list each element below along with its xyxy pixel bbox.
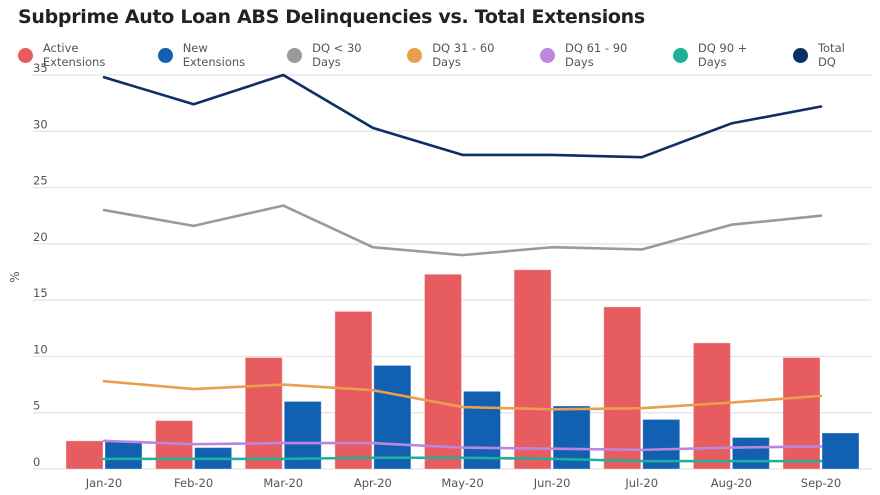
line-dq-61-90-days[interactable]: [102, 439, 823, 452]
y-tick-label: 5: [33, 399, 40, 413]
y-axis-ticks: 0 5 10 15 20 25 30 35: [33, 61, 48, 469]
y-tick-label: 25: [33, 174, 48, 188]
x-axis-ticks: Jan-20 Feb-20 Mar-20 Apr-20 May-20 Jun-20 Jul-…: [85, 476, 841, 490]
x-tick-label: Feb-20: [174, 476, 213, 490]
x-tick-label: Jan-20: [85, 476, 123, 490]
x-tick-label: Aug-20: [711, 476, 752, 490]
lines: [102, 73, 823, 463]
legend-swatch-active-extensions: [18, 47, 33, 63]
bar-new-extensions-jan-20[interactable]: [104, 440, 143, 470]
legend-swatch-dq-90-plus: [672, 47, 688, 63]
bar-active-extensions-aug-20[interactable]: [692, 342, 731, 470]
y-axis-label: %: [8, 271, 22, 282]
x-tick-label: Sep-20: [801, 476, 841, 490]
chart-title: Subprime Auto Loan ABS Delinquencies vs.…: [18, 6, 645, 28]
legend-label-active-extensions: Active Extensions: [42, 41, 106, 69]
legend-label-dq-lt-30: DQ < 30 Days: [312, 41, 362, 69]
x-tick-label: Jul-20: [624, 476, 658, 490]
line-dq-90-days[interactable]: [102, 456, 823, 463]
line-dq-31-60-days[interactable]: [102, 379, 823, 411]
legend-swatch-new-extensions: [157, 47, 173, 63]
bar-active-extensions-jul-20[interactable]: [603, 306, 642, 470]
bar-new-extensions-apr-20[interactable]: [373, 364, 412, 470]
x-tick-label: Jun-20: [533, 476, 571, 490]
legend: Active Extensions New Extensions DQ < 30…: [18, 41, 880, 69]
bar-active-extensions-sep-20[interactable]: [782, 357, 821, 470]
line-total-dq[interactable]: [102, 73, 823, 159]
bar-active-extensions-mar-20[interactable]: [244, 357, 283, 470]
legend-label-total-dq: Total DQ: [817, 41, 845, 69]
bar-new-extensions-may-20[interactable]: [463, 390, 501, 470]
legend-swatch-dq-61-90: [540, 47, 556, 63]
x-tick-label: May-20: [441, 476, 483, 490]
legend-label-dq-61-90: DQ 61 - 90 Days: [565, 41, 628, 69]
bar-active-extensions-jun-20[interactable]: [513, 269, 552, 470]
y-tick-label: 10: [33, 342, 48, 356]
y-tick-label: 35: [33, 61, 48, 75]
legend-item-dq-90-plus[interactable]: DQ 90 + Days: [672, 41, 779, 69]
legend-item-total-dq[interactable]: Total DQ: [793, 41, 866, 69]
legend-item-new-extensions[interactable]: New Extensions: [157, 41, 273, 69]
legend-item-dq-61-90[interactable]: DQ 61 - 90 Days: [540, 41, 659, 69]
legend-item-dq-31-60[interactable]: DQ 31 - 60 Days: [407, 41, 526, 69]
legend-label-new-extensions: New Extensions: [182, 41, 246, 69]
legend-label-dq-90-plus: DQ 90 + Days: [697, 41, 748, 69]
bar-new-extensions-aug-20[interactable]: [731, 436, 770, 470]
bar-new-extensions-sep-20[interactable]: [821, 432, 860, 470]
bar-active-extensions-may-20[interactable]: [424, 273, 462, 470]
legend-item-dq-lt-30[interactable]: DQ < 30 Days: [287, 41, 393, 69]
y-tick-label: 15: [33, 286, 48, 300]
legend-swatch-dq-lt-30: [287, 47, 303, 63]
y-tick-label: 30: [33, 117, 48, 131]
legend-label-dq-31-60: DQ 31 - 60 Days: [432, 41, 495, 69]
y-tick-label: 0: [33, 455, 40, 469]
legend-swatch-dq-31-60: [407, 47, 423, 63]
legend-swatch-total-dq: [793, 47, 808, 63]
bar-active-extensions-jan-20[interactable]: [65, 440, 104, 470]
x-tick-label: Apr-20: [354, 476, 392, 490]
legend-item-active-extensions[interactable]: Active Extensions: [18, 41, 144, 69]
line-dq-30-days[interactable]: [102, 204, 823, 257]
y-tick-label: 20: [33, 230, 48, 244]
x-tick-label: Mar-20: [263, 476, 303, 490]
